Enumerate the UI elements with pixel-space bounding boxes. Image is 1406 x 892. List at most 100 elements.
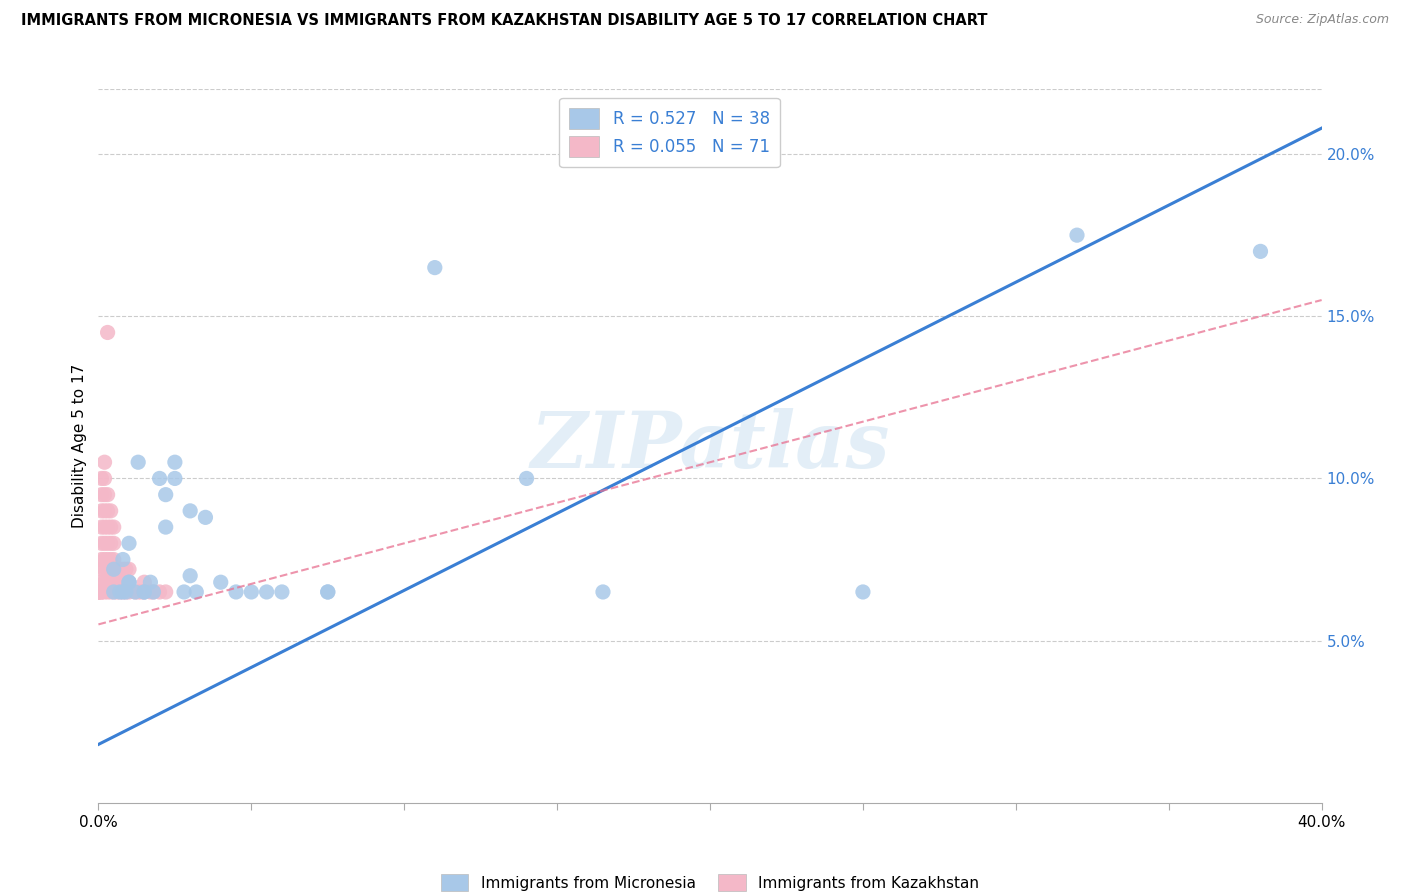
- Point: [111, 552, 134, 566]
- Point: [129, 585, 152, 599]
- Point: [90, 471, 112, 485]
- Point: [134, 585, 156, 599]
- Point: [186, 585, 208, 599]
- Point: [103, 552, 125, 566]
- Point: [139, 575, 162, 590]
- Point: [115, 562, 138, 576]
- Point: [100, 504, 122, 518]
- Point: [516, 471, 538, 485]
- Point: [87, 585, 110, 599]
- Point: [124, 585, 146, 599]
- Point: [155, 488, 177, 502]
- Point: [97, 520, 120, 534]
- Point: [592, 585, 614, 599]
- Point: [97, 575, 120, 590]
- Point: [93, 488, 115, 502]
- Point: [93, 471, 115, 485]
- Point: [115, 575, 138, 590]
- Point: [423, 260, 446, 275]
- Point: [127, 585, 149, 599]
- Point: [97, 504, 120, 518]
- Point: [105, 585, 128, 599]
- Point: [105, 562, 128, 576]
- Point: [118, 575, 141, 590]
- Point: [118, 585, 141, 599]
- Point: [270, 585, 292, 599]
- Point: [139, 585, 162, 599]
- Point: [111, 585, 134, 599]
- Point: [103, 585, 125, 599]
- Point: [115, 585, 138, 599]
- Point: [124, 585, 146, 599]
- Point: [90, 585, 112, 599]
- Point: [163, 471, 186, 485]
- Point: [90, 585, 112, 599]
- Point: [87, 585, 110, 599]
- Point: [100, 536, 122, 550]
- Point: [194, 510, 217, 524]
- Point: [142, 585, 165, 599]
- Point: [118, 575, 141, 590]
- Point: [90, 520, 112, 534]
- Point: [93, 536, 115, 550]
- Point: [225, 585, 247, 599]
- Text: Source: ZipAtlas.com: Source: ZipAtlas.com: [1256, 13, 1389, 27]
- Point: [100, 562, 122, 576]
- Point: [103, 520, 125, 534]
- Point: [103, 585, 125, 599]
- Point: [103, 562, 125, 576]
- Point: [97, 536, 120, 550]
- Point: [134, 585, 156, 599]
- Point: [100, 585, 122, 599]
- Point: [111, 562, 134, 576]
- Point: [93, 575, 115, 590]
- Point: [118, 536, 141, 550]
- Point: [1249, 244, 1271, 259]
- Point: [108, 585, 131, 599]
- Point: [100, 575, 122, 590]
- Point: [115, 585, 138, 599]
- Point: [103, 575, 125, 590]
- Text: IMMIGRANTS FROM MICRONESIA VS IMMIGRANTS FROM KAZAKHSTAN DISABILITY AGE 5 TO 17 : IMMIGRANTS FROM MICRONESIA VS IMMIGRANTS…: [21, 13, 987, 29]
- Point: [316, 585, 339, 599]
- Point: [108, 585, 131, 599]
- Point: [90, 585, 112, 599]
- Point: [97, 552, 120, 566]
- Point: [93, 504, 115, 518]
- Point: [103, 536, 125, 550]
- Point: [97, 585, 120, 599]
- Point: [1066, 228, 1088, 243]
- Point: [90, 504, 112, 518]
- Point: [90, 552, 112, 566]
- Point: [97, 326, 120, 340]
- Point: [149, 585, 172, 599]
- Point: [127, 455, 149, 469]
- Point: [111, 575, 134, 590]
- Point: [316, 585, 339, 599]
- Point: [149, 471, 172, 485]
- Point: [179, 504, 201, 518]
- Text: ZIPatlas: ZIPatlas: [530, 408, 890, 484]
- Point: [97, 562, 120, 576]
- Point: [103, 562, 125, 576]
- Point: [90, 562, 112, 576]
- Point: [852, 585, 875, 599]
- Legend: Immigrants from Micronesia, Immigrants from Kazakhstan: Immigrants from Micronesia, Immigrants f…: [434, 868, 986, 892]
- Point: [105, 575, 128, 590]
- Point: [100, 552, 122, 566]
- Point: [93, 520, 115, 534]
- Point: [93, 562, 115, 576]
- Point: [93, 455, 115, 469]
- Point: [97, 488, 120, 502]
- Point: [256, 585, 278, 599]
- Point: [179, 568, 201, 582]
- Point: [155, 585, 177, 599]
- Point: [108, 575, 131, 590]
- Point: [142, 585, 165, 599]
- Point: [118, 575, 141, 590]
- Point: [118, 562, 141, 576]
- Y-axis label: Disability Age 5 to 17: Disability Age 5 to 17: [72, 364, 87, 528]
- Point: [90, 488, 112, 502]
- Point: [93, 585, 115, 599]
- Point: [134, 585, 156, 599]
